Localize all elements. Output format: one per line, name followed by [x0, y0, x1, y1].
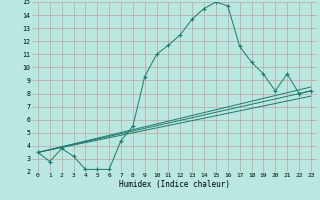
- X-axis label: Humidex (Indice chaleur): Humidex (Indice chaleur): [119, 180, 230, 189]
